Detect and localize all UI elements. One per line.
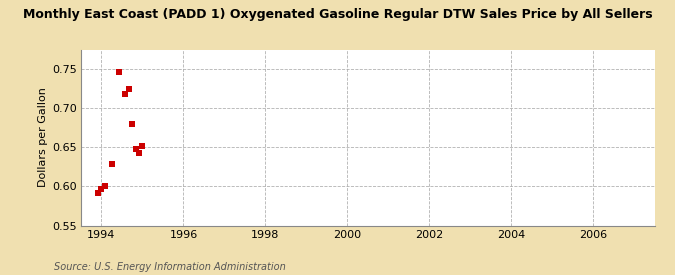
Text: Monthly East Coast (PADD 1) Oxygenated Gasoline Regular DTW Sales Price by All S: Monthly East Coast (PADD 1) Oxygenated G… (23, 8, 652, 21)
Point (99, 184, 110, 189)
Point (127, 122, 138, 126)
Point (137, 144, 148, 149)
Point (130, 147, 141, 151)
Point (120, 92, 131, 96)
Y-axis label: Dollars per Gallon: Dollars per Gallon (38, 87, 48, 188)
Point (107, 162, 117, 167)
Point (96, 186, 107, 191)
Point (113, 70, 124, 74)
Point (134, 150, 144, 155)
Text: Source: U.S. Energy Information Administration: Source: U.S. Energy Information Administ… (54, 262, 286, 272)
Point (124, 87, 134, 92)
Point (92, 191, 103, 195)
